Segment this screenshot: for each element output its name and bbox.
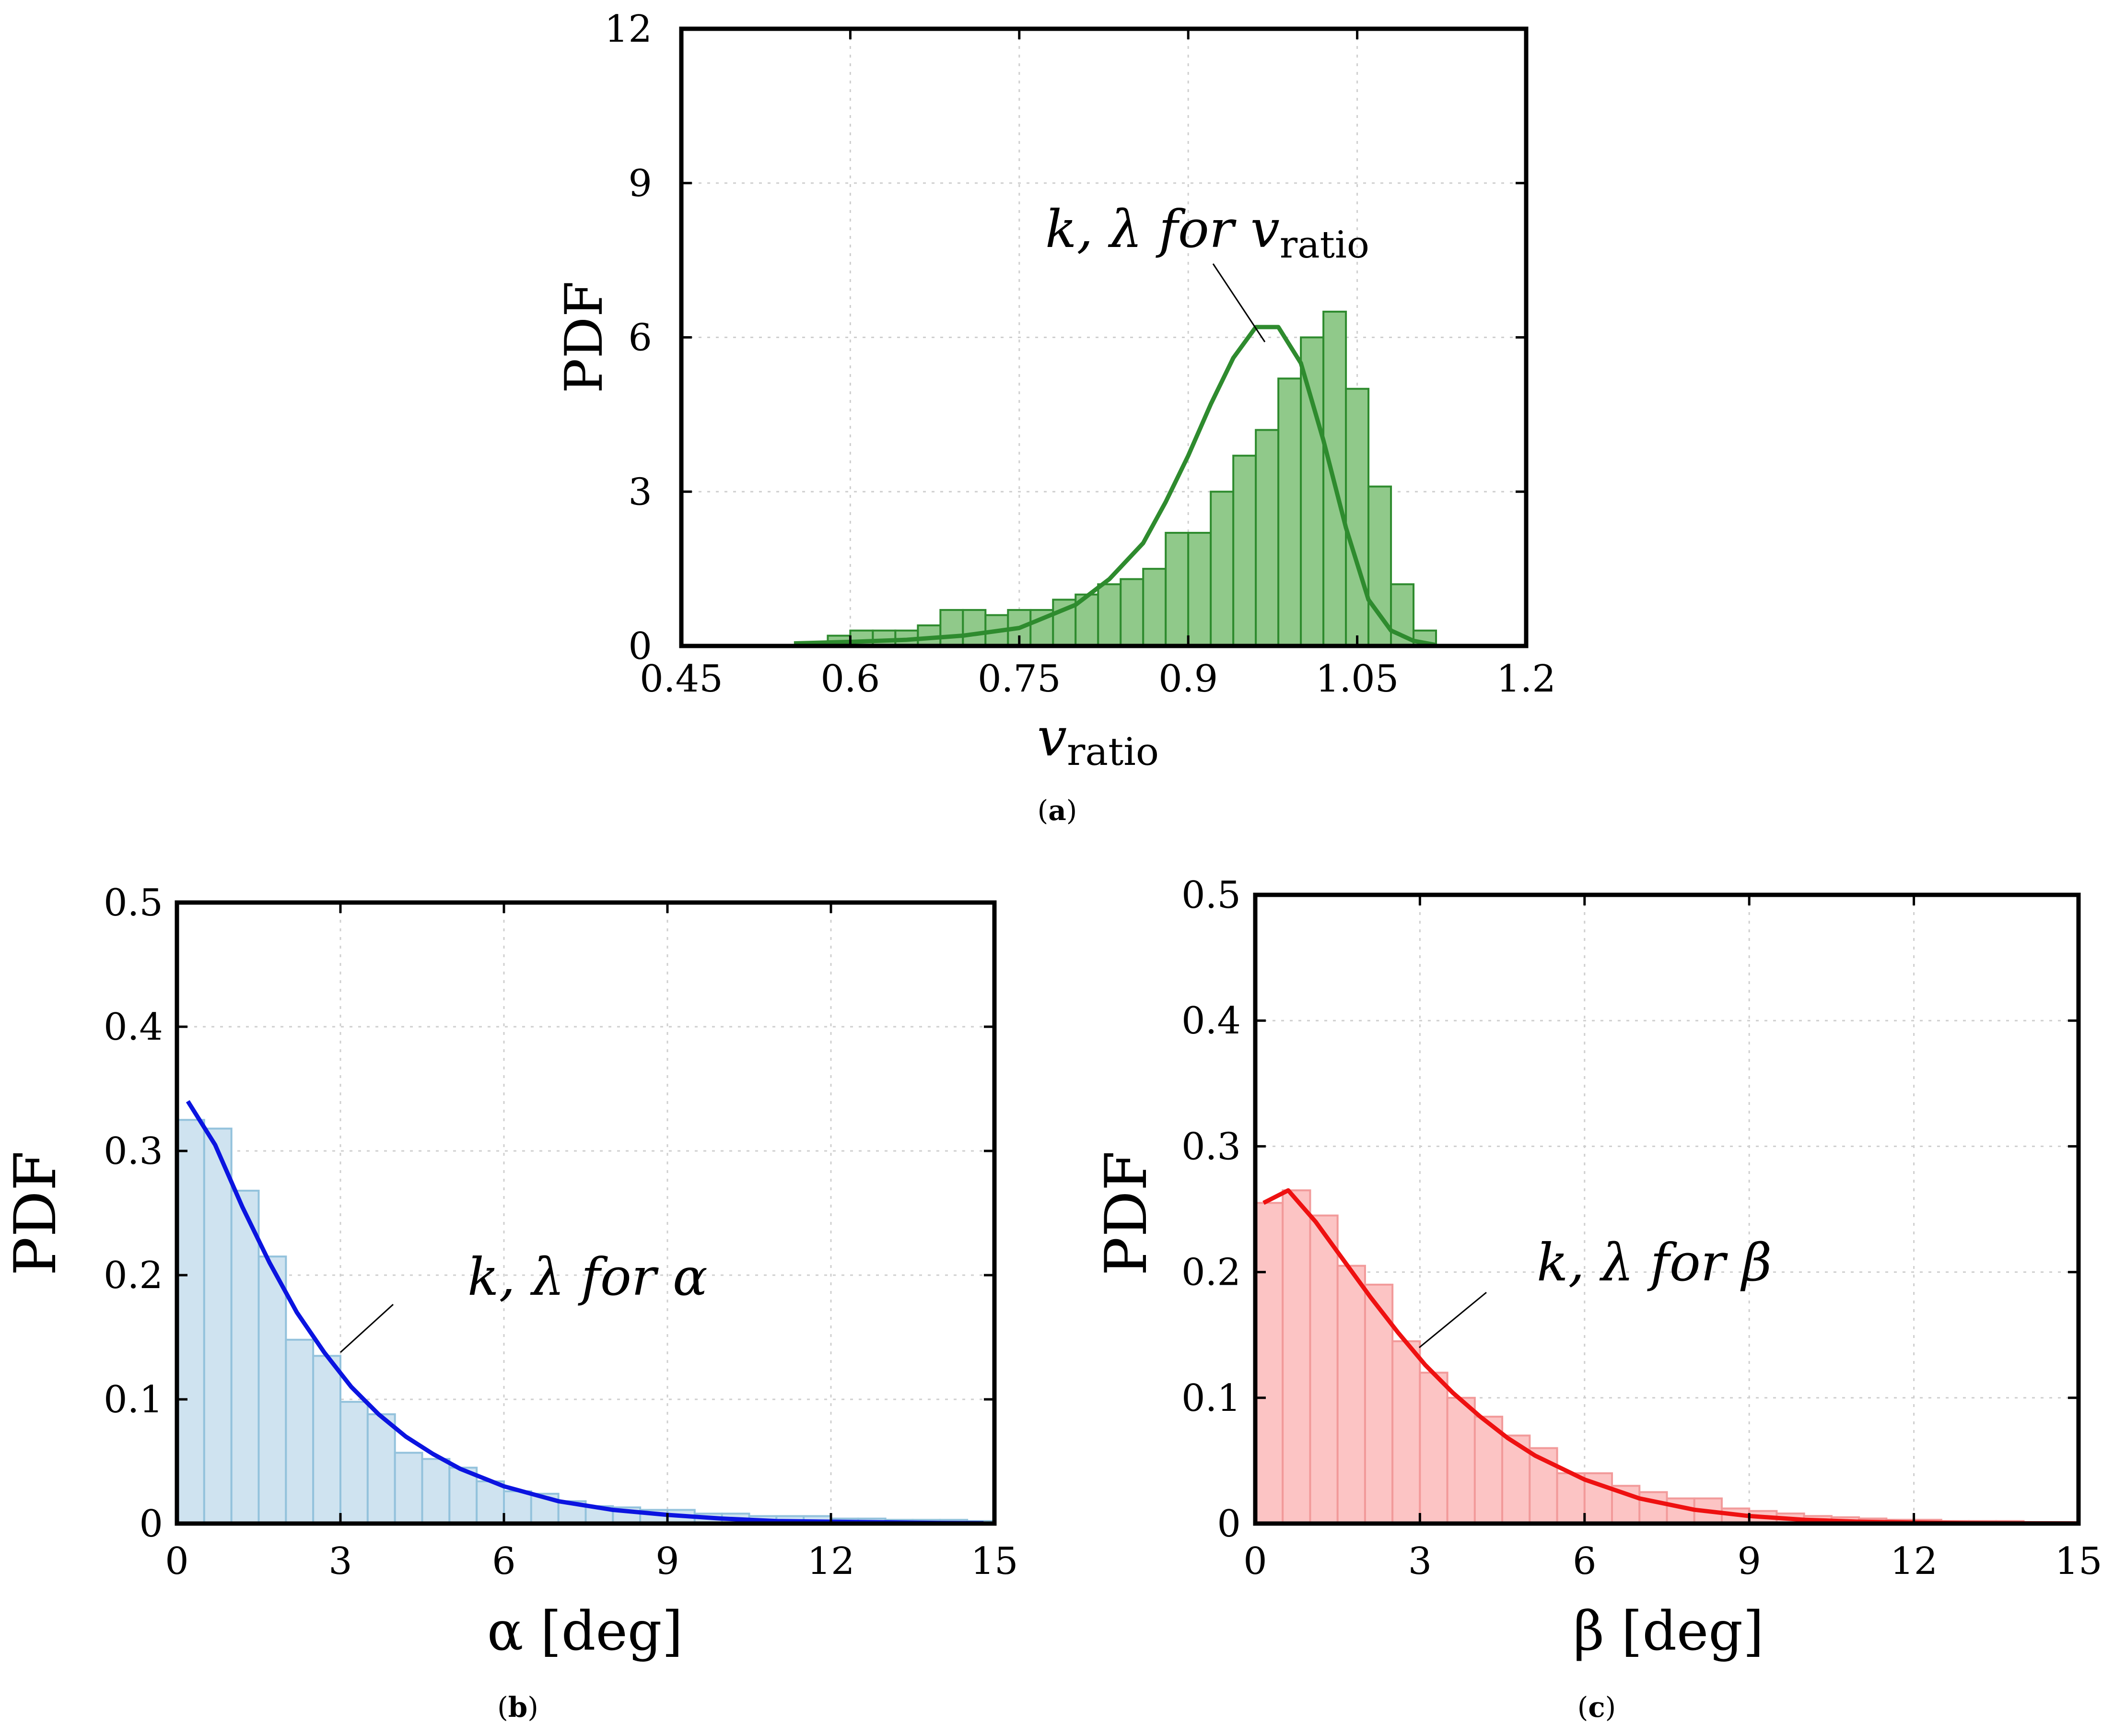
chart-b-xtick-label: 0 <box>165 1540 189 1583</box>
chart-a-xtick-label: 1.05 <box>1316 657 1399 701</box>
chart-b-xlabel: α [deg] <box>487 1600 683 1663</box>
chart-a-leader-line <box>1212 263 1266 342</box>
chart-c-ytick-label: 0.2 <box>1181 1251 1241 1294</box>
chart-c-xtick-label: 0 <box>1243 1540 1267 1583</box>
chart-b-bar <box>366 1413 396 1525</box>
chart-b-ytick-label: 0.4 <box>104 1006 163 1049</box>
chart-b-caption: (b) <box>497 1691 538 1724</box>
chart-a-ytick-label: 12 <box>605 8 652 51</box>
chart-c-xtick-label: 9 <box>1737 1540 1761 1583</box>
chart-a-xtick-label: 1.2 <box>1496 657 1556 701</box>
chart-c-fit-label: k, λ for β <box>1537 1233 1772 1293</box>
chart-a-ylabel: PDF <box>554 281 614 393</box>
chart-b-fit-label: k, λ for α <box>467 1247 708 1307</box>
chart-c-ytick-label: 0.1 <box>1181 1377 1241 1420</box>
chart-a-caption: (a) <box>1038 794 1077 827</box>
chart-c-bar <box>1391 1340 1421 1525</box>
chart-b-bar <box>394 1452 423 1525</box>
chart-a-xtick-label: 0.9 <box>1158 657 1218 701</box>
chart-c-xtick-label: 3 <box>1408 1540 1432 1583</box>
chart-a-xtick-label: 0.75 <box>978 657 1061 701</box>
chart-a-bar <box>1255 429 1280 647</box>
chart-a-bar <box>1300 336 1325 647</box>
chart-a-ytick-label: 0 <box>628 625 652 668</box>
chart-b-frame <box>175 900 997 1526</box>
chart-c-caption: (c) <box>1577 1691 1616 1724</box>
chart-a-fit-label: k, λ for vratio <box>1045 199 1369 267</box>
chart-a-xtick-label: 0.6 <box>820 657 880 701</box>
chart-a-bar <box>1142 568 1167 647</box>
chart-b-ytick-label: 0.1 <box>104 1378 163 1421</box>
chart-a-bar <box>1367 485 1392 647</box>
chart-b-bar <box>339 1401 369 1525</box>
chart-b-bar <box>203 1127 233 1525</box>
chart-a-ytick-label: 3 <box>628 470 652 514</box>
chart-c-xlabel: β [deg] <box>1573 1600 1764 1663</box>
chart-b-bar <box>285 1338 315 1525</box>
chart-c-ylabel: PDF <box>1093 1151 1160 1276</box>
chart-c-xtick-label: 6 <box>1573 1540 1597 1583</box>
chart-b-bar <box>257 1255 287 1525</box>
chart-a-bar <box>1097 583 1122 647</box>
chart-b-bar <box>230 1189 260 1525</box>
chart-c-ytick-label: 0 <box>1217 1502 1241 1546</box>
chart-a-bar <box>962 609 987 647</box>
panel-a: 0.45 0.6 0.75 0.9 1.05 1.2 0 3 6 9 12 PDF vratio k… <box>554 8 1556 827</box>
chart-b-ytick-label: 0.5 <box>104 881 163 925</box>
chart-c-ytick-label: 0.4 <box>1181 999 1241 1043</box>
chart-c-xtick-label: 15 <box>2055 1540 2102 1583</box>
chart-c-bar <box>1336 1265 1366 1525</box>
chart-c-bar <box>1638 1491 1668 1525</box>
chart-c-leader-line <box>1419 1291 1487 1349</box>
chart-a-ytick-label: 6 <box>628 317 652 360</box>
chart-c-bar <box>1419 1372 1448 1525</box>
chart-c-ytick-label: 0.3 <box>1181 1125 1241 1168</box>
chart-b-bar <box>421 1458 451 1525</box>
chart-c-ytick-label: 0.5 <box>1181 874 1241 917</box>
chart-a-bar <box>1345 387 1370 647</box>
chart-b-xtick-label: 9 <box>655 1540 679 1583</box>
chart-a-bar <box>1120 578 1145 647</box>
chart-b-bar <box>476 1480 505 1525</box>
chart-a-xlabel: vratio <box>1037 706 1159 774</box>
chart-a-ytick-label: 9 <box>628 162 652 205</box>
panel-c: 0 3 6 9 12 15 0 0.1 0.2 0.3 0.4 0.5 PDF β [deg] k, … <box>1093 874 2102 1724</box>
chart-b-ytick-label: 0 <box>139 1502 163 1546</box>
chart-b-ytick-label: 0.3 <box>104 1130 163 1173</box>
chart-b-xtick-label: 6 <box>492 1540 516 1583</box>
chart-c-bar <box>1446 1396 1476 1525</box>
chart-a-bar <box>1210 491 1235 647</box>
chart-a-bar <box>1277 377 1302 647</box>
chart-c-bar <box>1556 1472 1586 1525</box>
chart-b-xtick-label: 3 <box>328 1540 352 1583</box>
chart-c-bar <box>1254 1202 1284 1525</box>
chart-b-ytick-label: 0.2 <box>104 1254 163 1297</box>
chart-c-bar <box>1666 1497 1695 1525</box>
panel-b: 0 3 6 9 12 15 0 0.1 0.2 0.3 0.4 0.5 PDF α [deg] k, … <box>2 881 1018 1724</box>
chart-c-bar <box>1282 1189 1311 1525</box>
chart-b-xtick-label: 12 <box>807 1540 854 1583</box>
chart-c-xtick-label: 12 <box>1890 1540 1938 1583</box>
chart-a-xtick-label: 0.45 <box>640 657 723 701</box>
chart-b-xtick-label: 15 <box>970 1540 1018 1583</box>
chart-b-ylabel: PDF <box>2 1151 69 1276</box>
chart-a-bar <box>1165 532 1190 647</box>
chart-a-bar <box>1187 532 1212 647</box>
chart-a-bar <box>939 609 964 647</box>
chart-b-bar <box>176 1119 205 1525</box>
chart-c-frame <box>1253 892 2081 1526</box>
chart-c-bar <box>1309 1214 1339 1525</box>
chart-a-bar <box>1232 455 1257 647</box>
chart-a-fit-curve <box>794 325 1437 647</box>
chart-b-leader-line <box>339 1303 394 1353</box>
chart-b-bar <box>312 1355 342 1525</box>
chart-c-bar <box>1473 1416 1504 1525</box>
chart-b-bar <box>503 1490 532 1525</box>
